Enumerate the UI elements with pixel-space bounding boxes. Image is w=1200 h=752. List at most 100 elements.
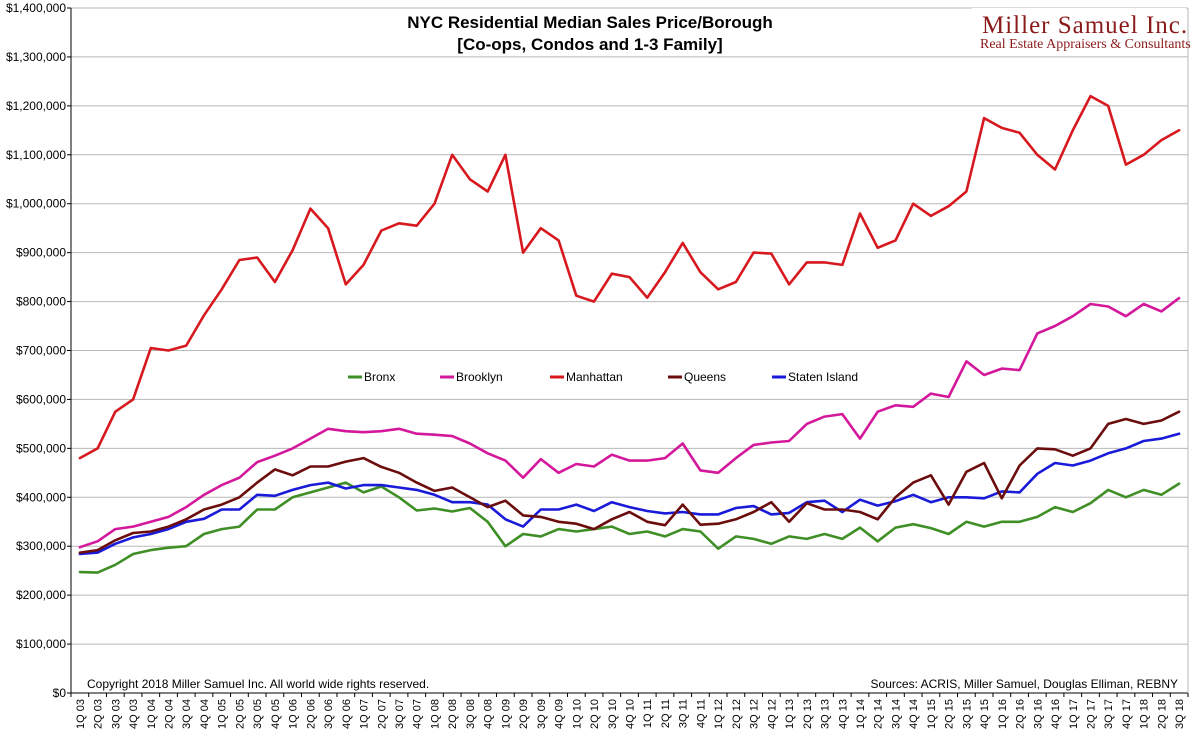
logo-sub-text: Real Estate Appraisers & Consultants <box>980 37 1191 52</box>
x-tick-label: 2Q 10 <box>589 699 601 729</box>
x-tick-label: 4Q 03 <box>128 699 140 729</box>
x-tick-label: 1Q 10 <box>571 699 583 729</box>
x-tick-label: 4Q 15 <box>979 699 991 729</box>
x-tick-label: 4Q 05 <box>270 699 282 729</box>
x-tick-label: 2Q 16 <box>1015 699 1027 729</box>
x-axis-ticks: 1Q 03 2Q 03 3Q 03 4Q 03 1Q 04 2Q 04 3Q 04 4Q 04… <box>70 693 1189 729</box>
x-tick-label: 4Q 09 <box>554 699 566 729</box>
x-tick-label: 1Q 16 <box>997 699 1009 729</box>
x-tick-label: 1Q 18 <box>1139 699 1151 729</box>
x-tick-label: 2Q 05 <box>234 699 246 729</box>
x-tick-label: 2Q 17 <box>1085 699 1097 729</box>
y-tick-label: $1,100,000 <box>6 148 66 162</box>
x-tick-label: 4Q 12 <box>766 699 778 729</box>
chart-title-line2: [Co-ops, Condos and 1-3 Family] <box>457 35 722 54</box>
x-tick-label: 2Q 04 <box>164 699 176 729</box>
y-tick-label: $700,000 <box>16 344 66 358</box>
x-tick-label: 2Q 14 <box>873 699 885 729</box>
x-tick-label: 4Q 11 <box>695 699 707 728</box>
x-tick-label: 3Q 18 <box>1174 699 1186 729</box>
x-tick-label: 3Q 17 <box>1103 699 1115 729</box>
x-tick-label: 1Q 12 <box>713 699 725 729</box>
x-tick-label: 1Q 03 <box>75 699 87 729</box>
x-tick-label: 4Q 08 <box>483 699 495 729</box>
x-tick-label: 4Q 14 <box>908 699 920 729</box>
x-tick-label: 3Q 03 <box>110 699 122 729</box>
x-tick-label: 3Q 05 <box>252 699 264 729</box>
x-tick-label: 2Q 06 <box>305 699 317 729</box>
x-tick-label: 2Q 13 <box>802 699 814 729</box>
x-tick-label: 1Q 14 <box>855 699 867 729</box>
y-tick-label: $1,000,000 <box>6 197 66 211</box>
x-tick-label: 1Q 13 <box>784 699 796 729</box>
y-tick-label: $200,000 <box>16 588 66 602</box>
x-tick-label: 1Q 08 <box>429 699 441 729</box>
legend-label-brooklyn: Brooklyn <box>456 370 503 384</box>
x-tick-label: 4Q 10 <box>625 699 637 729</box>
x-tick-label: 4Q 16 <box>1050 699 1062 729</box>
x-tick-label: 2Q 09 <box>518 699 530 729</box>
x-tick-label: 4Q 17 <box>1121 699 1133 729</box>
x-tick-label: 2Q 08 <box>447 699 459 729</box>
y-tick-label: $600,000 <box>16 392 66 406</box>
x-tick-label: 4Q 13 <box>837 699 849 729</box>
x-tick-label: 4Q 04 <box>199 699 211 729</box>
y-tick-label: $1,300,000 <box>6 50 66 64</box>
y-tick-label: $800,000 <box>16 295 66 309</box>
series-line-manhattan <box>78 94 1181 460</box>
legend-label-manhattan: Manhattan <box>566 370 623 384</box>
series-line-bronx <box>78 481 1181 574</box>
x-tick-label: 1Q 17 <box>1068 699 1080 729</box>
x-tick-label: 2Q 11 <box>660 699 672 728</box>
x-tick-label: 1Q 09 <box>500 699 512 729</box>
legend-label-staten-island: Staten Island <box>788 370 858 384</box>
logo-main-text: Miller Samuel Inc. <box>982 12 1188 39</box>
x-tick-label: 3Q 10 <box>607 699 619 729</box>
x-tick-label: 1Q 11 <box>642 699 654 728</box>
x-tick-label: 2Q 15 <box>944 699 956 729</box>
y-axis-ticks: $0 $100,000 $200,000 $300,000 $400,000 $500,0… <box>6 1 71 700</box>
legend-label-queens: Queens <box>684 370 726 384</box>
x-tick-label: 1Q 07 <box>359 699 371 729</box>
sources-note: Sources: ACRIS, Miller Samuel, Douglas E… <box>871 677 1178 691</box>
x-tick-label: 1Q 15 <box>926 699 938 729</box>
series-line-staten-island <box>78 432 1181 556</box>
x-tick-label: 3Q 04 <box>181 699 193 729</box>
x-tick-label: 1Q 05 <box>217 699 229 729</box>
logo-background <box>972 8 1186 54</box>
x-tick-label: 3Q 13 <box>820 699 832 729</box>
x-tick-label: 3Q 06 <box>323 699 335 729</box>
legend-label-bronx: Bronx <box>364 370 395 384</box>
y-tick-label: $500,000 <box>16 441 66 455</box>
x-tick-label: 3Q 16 <box>1032 699 1044 729</box>
y-tick-label: $400,000 <box>16 490 66 504</box>
x-tick-label: 3Q 09 <box>536 699 548 729</box>
copyright-note: Copyright 2018 Miller Samuel Inc. All wo… <box>87 677 429 691</box>
series-line-brooklyn <box>78 296 1181 549</box>
legend: Bronx Brooklyn Manhattan Queens Staten Islan… <box>348 370 858 384</box>
y-tick-label: $300,000 <box>16 539 66 553</box>
company-logo: Miller Samuel Inc. Real Estate Appraiser… <box>972 8 1191 54</box>
y-tick-label: $1,200,000 <box>6 99 66 113</box>
y-tick-label: $100,000 <box>16 637 66 651</box>
x-tick-label: 4Q 07 <box>412 699 424 729</box>
y-tick-label: $900,000 <box>16 246 66 260</box>
x-tick-label: 3Q 07 <box>394 699 406 729</box>
gridlines <box>71 7 1188 645</box>
x-tick-label: 4Q 06 <box>341 699 353 729</box>
x-tick-label: 2Q 12 <box>731 699 743 729</box>
x-tick-label: 3Q 15 <box>961 699 973 729</box>
series-lines <box>78 94 1181 574</box>
x-tick-label: 1Q 06 <box>288 699 300 729</box>
y-tick-label: $0 <box>53 686 67 700</box>
x-tick-label: 3Q 14 <box>890 699 902 729</box>
x-tick-label: 2Q 07 <box>376 699 388 729</box>
x-tick-label: 3Q 08 <box>465 699 477 729</box>
series-line-queens <box>78 410 1181 554</box>
x-tick-label: 1Q 04 <box>146 699 158 729</box>
x-tick-label: 3Q 11 <box>678 699 690 728</box>
chart-title-line1: NYC Residential Median Sales Price/Borou… <box>407 13 773 32</box>
y-tick-label: $1,400,000 <box>6 1 66 15</box>
